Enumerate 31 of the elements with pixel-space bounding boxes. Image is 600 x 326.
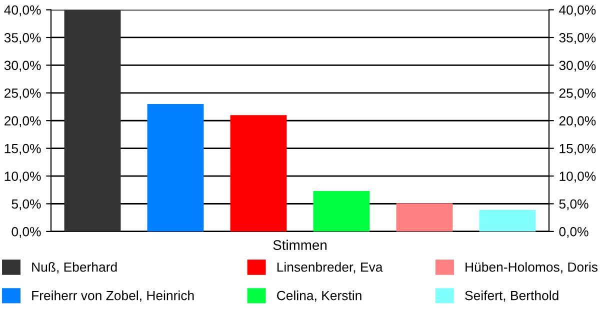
legend-label: Linsenbreder, Eva bbox=[277, 262, 383, 274]
text: 25,0% bbox=[559, 88, 596, 100]
text: 0,0% bbox=[559, 227, 588, 238]
legend-label: Freiherr von Zobel, Heinrich bbox=[32, 290, 194, 302]
text: 10,0% bbox=[560, 172, 596, 183]
text: 20,0% bbox=[559, 116, 596, 128]
bar bbox=[230, 115, 287, 232]
y-tick-label: 5,0% bbox=[12, 199, 41, 210]
text: 40,0% bbox=[559, 5, 596, 16]
bar bbox=[313, 191, 370, 232]
bar bbox=[147, 104, 204, 232]
y-tick-label: 20,0% bbox=[4, 116, 41, 128]
legend-label: Celina, Kerstin bbox=[277, 290, 362, 302]
legend-label: Hüben-Holomos, Doris bbox=[466, 262, 598, 274]
bar bbox=[64, 10, 121, 232]
text: 30,0% bbox=[559, 60, 596, 72]
bar bbox=[479, 210, 536, 232]
y-tick-label: 15,0% bbox=[4, 144, 41, 155]
y-tick-label: 10,0% bbox=[4, 172, 41, 183]
text: 35,0% bbox=[559, 33, 596, 44]
bar bbox=[396, 203, 453, 232]
legend-label: Nuß, Eberhard bbox=[32, 262, 117, 274]
legend-label: Seifert, Berthold bbox=[465, 290, 558, 302]
y-tick-label: 40,0% bbox=[4, 5, 41, 16]
y-tick-label: 0,0% bbox=[12, 227, 41, 238]
y-tick-label: 25,0% bbox=[4, 88, 41, 100]
text: 15,0% bbox=[560, 144, 596, 155]
x-tick-label: Stimmen bbox=[273, 240, 326, 250]
y-tick-label: 35,0% bbox=[4, 33, 41, 44]
text: 5,0% bbox=[559, 199, 588, 210]
y-tick-label: 30,0% bbox=[4, 60, 41, 72]
